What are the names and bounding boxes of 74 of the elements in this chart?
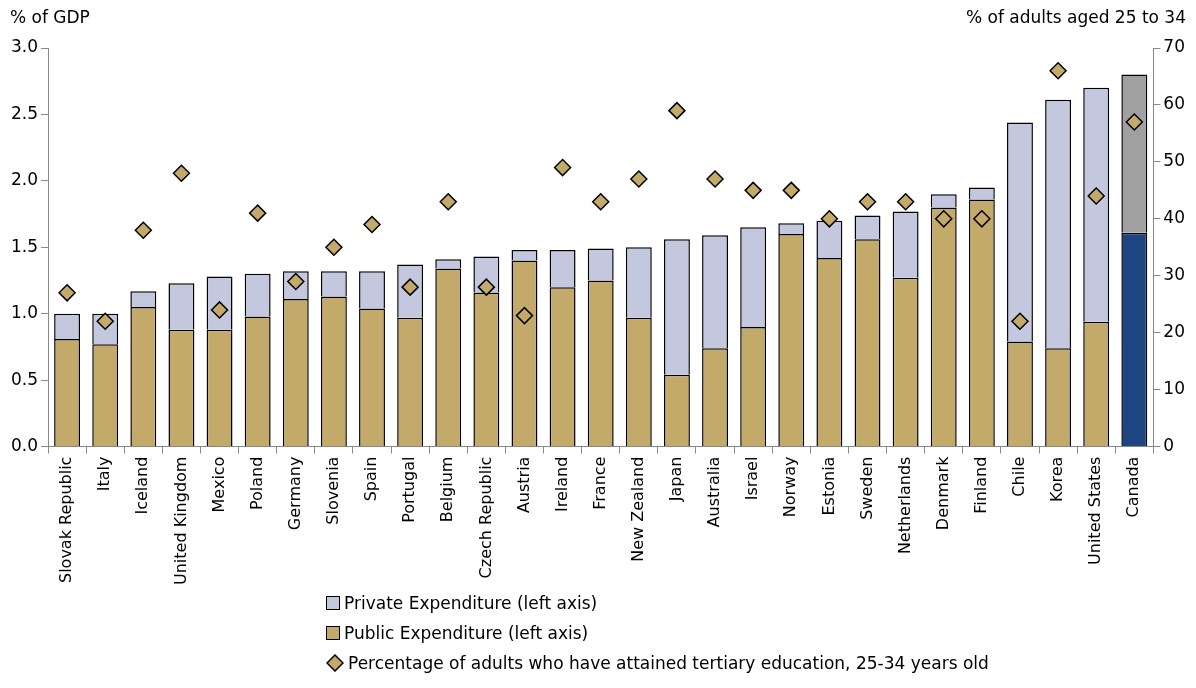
x-tick-label: Poland (246, 456, 266, 510)
x-tick-label: United States (1085, 456, 1105, 565)
point (1011, 312, 1029, 331)
x-tick-label: Slovenia (323, 456, 343, 525)
x-tick-label: Netherlands (894, 456, 914, 555)
point (325, 238, 343, 257)
point (1125, 113, 1144, 131)
x-tick-label: Belgium (437, 456, 457, 523)
y-tick-label: 1.5 (10, 235, 39, 256)
point (1049, 62, 1067, 80)
y2-tick-label: 0 (1163, 435, 1175, 455)
x-tick-label: Germany (284, 456, 304, 531)
point (172, 164, 191, 183)
x-tick-label: Italy (94, 456, 114, 492)
point (439, 192, 457, 211)
legend-label: Public Expenditure (left axis) (344, 622, 589, 645)
x-tick-label: Austria (513, 456, 533, 514)
x-tick-label: United Kingdom (170, 456, 190, 585)
x-tick-label: Portugal (399, 456, 419, 523)
y-tick-label: 0.0 (10, 435, 39, 455)
point (134, 221, 153, 239)
y2-tick-label: 30 (1163, 264, 1186, 285)
y2-tick-label: 40 (1163, 207, 1186, 228)
point (896, 192, 915, 211)
y2-tick-label: 60 (1163, 93, 1186, 114)
point (1087, 187, 1105, 205)
x-tick-label: Japan (666, 456, 686, 503)
x-tick-label: France (589, 456, 609, 510)
y2-axis-title: % of adults aged 25 to 34 (966, 6, 1186, 27)
y2-tick-label: 20 (1163, 321, 1186, 342)
legend-label: Private Expenditure (left axis) (344, 592, 598, 615)
x-tick-label: Mexico (208, 456, 228, 513)
point (58, 284, 76, 302)
x-tick-label: Estonia (818, 456, 838, 516)
point (591, 192, 610, 211)
y2-tick-label: 70 (1163, 36, 1186, 57)
x-tick-label: Spain (361, 456, 381, 502)
point (820, 210, 839, 228)
x-tick-label: Israel (742, 456, 762, 501)
x-tick-label: Ireland (551, 456, 571, 512)
x-tick-label: Korea (1047, 456, 1067, 502)
point (782, 181, 801, 200)
point (515, 306, 534, 325)
x-tick-label: Canada (1123, 456, 1143, 518)
point (553, 158, 572, 177)
y-tick-label: 0.5 (10, 368, 39, 389)
legend-label: Percentage of adults who have attained tertiary education, 25-34 years old (348, 652, 989, 675)
y2-tick-label: 50 (1163, 150, 1186, 171)
x-tick-label: Sweden (856, 456, 876, 520)
x-tick-label: Australia (704, 456, 724, 528)
point (973, 210, 991, 228)
point (248, 204, 267, 222)
y-tick-label: 1.0 (10, 302, 39, 323)
point (706, 170, 724, 188)
point (744, 181, 762, 200)
x-tick-label: Denmark (932, 455, 952, 531)
x-tick-label: Chile (1009, 456, 1029, 497)
y-tick-label: 2.0 (10, 169, 39, 190)
x-tick-label: Slovak Republic (56, 456, 76, 583)
x-tick-label: Czech Republic (475, 456, 495, 579)
point (934, 210, 953, 228)
x-tick-label: Iceland (132, 456, 152, 515)
x-tick-label: New Zealand (627, 456, 647, 562)
x-tick-label: Norway (780, 456, 800, 518)
point (668, 101, 686, 120)
point (858, 192, 877, 211)
point (630, 170, 648, 188)
y2-tick-label: 10 (1163, 378, 1186, 399)
y-tick-label: 2.5 (10, 102, 39, 123)
point (363, 215, 381, 234)
y-axis-title: % of GDP (10, 6, 90, 27)
point (477, 278, 496, 296)
x-tick-label: Finland (971, 456, 991, 514)
y-tick-label: 3.0 (10, 36, 39, 57)
